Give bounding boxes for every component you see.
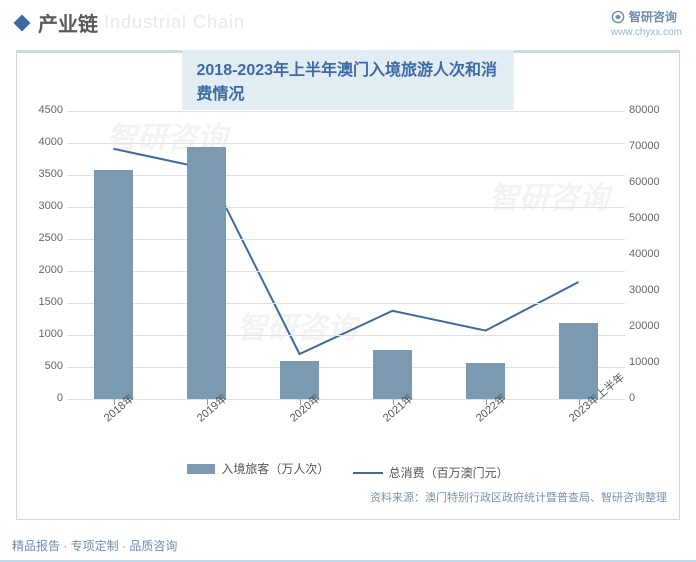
y-right-tick-label: 60000 [629,176,669,188]
y-left-tick-label: 1500 [27,296,63,308]
brand-name: 智研咨询 [629,8,677,25]
y-right-tick-label: 80000 [629,104,669,116]
legend-bar-label: 入境旅客（万人次） [221,460,329,477]
chart-title: 2018-2023年上半年澳门入境旅游人次和消费情况 [183,50,514,110]
chart-container: 2018-2023年上半年澳门入境旅游人次和消费情况 智研咨询 智研咨询 智研咨… [16,50,680,520]
legend: 入境旅客（万人次） 总消费（百万澳门元） [17,460,679,481]
y-left-tick-label: 2000 [27,264,63,276]
y-right-tick-label: 10000 [629,356,669,368]
grid-line [67,399,625,400]
footer-text: 精品报告 · 专项定制 · 品质咨询 [0,537,177,554]
y-left-tick-label: 4000 [27,136,63,148]
legend-line-label: 总消费（百万澳门元） [389,464,509,481]
y-left-tick-label: 1000 [27,328,63,340]
line-series [67,111,625,399]
y-left-tick-label: 0 [27,392,63,404]
y-left-tick-label: 4500 [27,104,63,116]
y-left-tick-label: 3500 [27,168,63,180]
y-right-tick-label: 0 [629,392,669,404]
plot-area [67,111,625,399]
grid-line [67,239,625,240]
y-right-tick-label: 70000 [629,140,669,152]
header-title: 产业链 [38,8,98,37]
diamond-icon [14,14,31,31]
legend-line-item: 总消费（百万澳门元） [353,464,509,481]
bar [94,170,133,399]
grid-line [67,303,625,304]
y-left-tick-label: 2500 [27,232,63,244]
grid-line [67,207,625,208]
grid-line [67,271,625,272]
page-root: 产业链 Industrial Chain 智研咨询 www.chyxx.com … [0,0,696,562]
grid-line [67,111,625,112]
source-text: 资料来源：澳门特别行政区政府统计暨普查局、智研咨询整理 [370,489,667,505]
y-right-tick-label: 50000 [629,212,669,224]
header: 产业链 Industrial Chain [0,0,696,41]
legend-bar-swatch [187,464,215,474]
y-right-tick-label: 40000 [629,248,669,260]
brand-block: 智研咨询 www.chyxx.com [611,8,682,38]
y-left-tick-label: 500 [27,360,63,372]
legend-line-swatch [353,472,383,474]
brand-logo-icon [611,10,625,24]
brand-url: www.chyxx.com [611,27,682,38]
grid-line [67,143,625,144]
grid-line [67,335,625,336]
bar [187,147,226,399]
bar [559,323,598,399]
y-left-tick-label: 3000 [27,200,63,212]
legend-bar-item: 入境旅客（万人次） [187,460,329,477]
grid-line [67,175,625,176]
grid-line [67,367,625,368]
y-right-tick-label: 20000 [629,320,669,332]
header-ghost: Industrial Chain [104,12,245,33]
y-right-tick-label: 30000 [629,284,669,296]
